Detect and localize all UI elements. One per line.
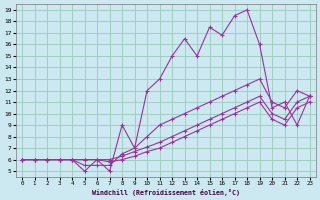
X-axis label: Windchill (Refroidissement éolien,°C): Windchill (Refroidissement éolien,°C) [92, 189, 240, 196]
